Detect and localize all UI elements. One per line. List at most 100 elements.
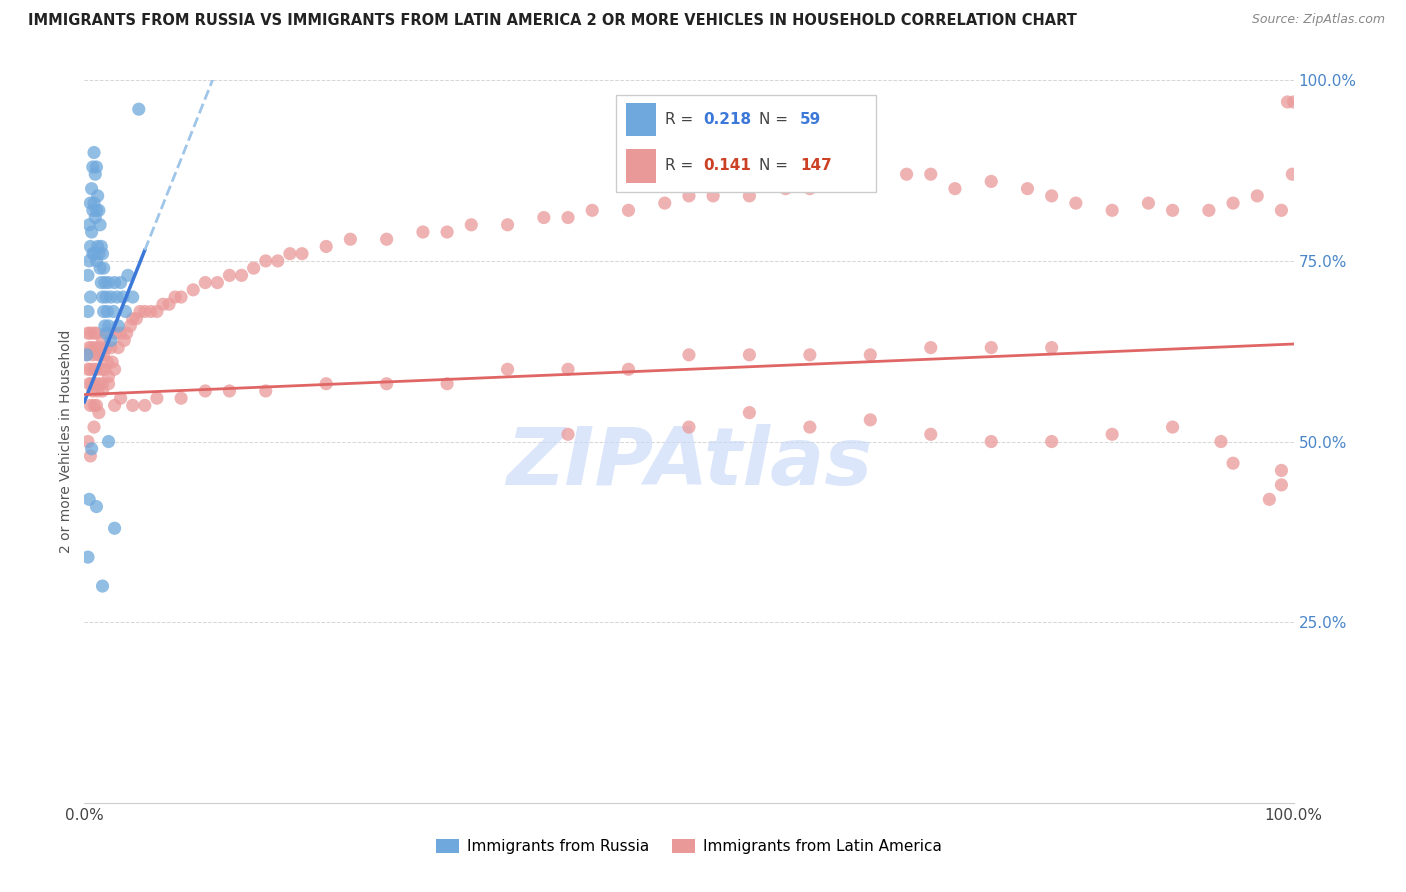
Point (91, 376, 114, 391)
Point (90, 362, 112, 376)
Point (152, 297, 174, 311)
Point (104, 398, 127, 412)
Point (1198, 203, 1220, 218)
Point (114, 304, 136, 318)
Point (83, 196, 105, 211)
Point (83, 145, 105, 160)
Point (110, 326, 132, 340)
Point (84, 211, 107, 225)
Point (412, 225, 434, 239)
Point (496, 362, 519, 376)
Point (859, 174, 882, 188)
Point (278, 246, 301, 260)
Point (82, 203, 104, 218)
Point (1258, 492, 1281, 507)
Point (139, 304, 162, 318)
Point (436, 376, 458, 391)
Point (738, 189, 761, 203)
Point (84, 376, 107, 391)
Point (460, 218, 482, 232)
Point (557, 427, 579, 442)
Point (218, 268, 240, 283)
Point (86, 348, 108, 362)
Point (104, 276, 127, 290)
Point (339, 232, 361, 246)
Point (96, 304, 118, 318)
Point (80, 442, 103, 456)
Point (86, 203, 108, 218)
Point (91, 579, 114, 593)
Point (1281, 167, 1303, 181)
Point (107, 341, 129, 355)
Point (980, 341, 1002, 355)
Text: 147: 147 (800, 159, 832, 173)
Point (96, 355, 118, 369)
Point (1137, 196, 1160, 211)
Point (254, 253, 277, 268)
Text: 59: 59 (800, 112, 821, 127)
Point (1270, 478, 1292, 492)
Point (1040, 341, 1063, 355)
Point (94, 290, 117, 304)
Point (218, 384, 240, 398)
Point (134, 304, 156, 318)
Point (775, 182, 797, 196)
Point (157, 297, 180, 311)
Point (1246, 189, 1268, 203)
FancyBboxPatch shape (616, 95, 876, 193)
Point (80, 182, 103, 196)
Point (80, 376, 103, 391)
Point (79, 362, 101, 376)
Point (207, 276, 229, 290)
Point (129, 304, 152, 318)
Point (738, 406, 761, 420)
Point (1222, 196, 1244, 211)
Point (86, 253, 108, 268)
Point (617, 362, 640, 376)
Point (79, 449, 101, 463)
Point (86, 398, 108, 412)
Point (79, 290, 101, 304)
Point (86, 384, 108, 398)
Point (77, 253, 100, 268)
Point (181, 283, 204, 297)
Point (496, 218, 519, 232)
FancyBboxPatch shape (626, 103, 657, 136)
FancyBboxPatch shape (626, 149, 657, 183)
Point (87, 341, 110, 355)
Point (103, 304, 125, 318)
Point (91, 290, 114, 304)
Point (89, 218, 111, 232)
Point (77, 362, 100, 376)
Point (315, 376, 337, 391)
Point (121, 311, 143, 326)
Text: 0.141: 0.141 (703, 159, 751, 173)
Point (799, 420, 821, 434)
Point (94, 362, 117, 376)
Point (375, 376, 398, 391)
Point (79, 326, 101, 340)
Point (79, 196, 101, 211)
Point (267, 253, 290, 268)
Point (90, 276, 112, 290)
Point (97, 318, 120, 333)
Point (100, 341, 122, 355)
Point (980, 434, 1002, 449)
Point (678, 420, 700, 434)
Text: R =: R = (665, 159, 697, 173)
Point (82, 160, 104, 174)
Point (77, 550, 100, 565)
Point (80, 225, 103, 239)
Point (581, 203, 603, 218)
Point (101, 355, 124, 369)
Point (117, 268, 139, 283)
Point (107, 318, 129, 333)
Point (97, 369, 120, 384)
Point (94, 341, 117, 355)
Point (1282, 95, 1305, 109)
Point (115, 326, 138, 340)
Point (112, 334, 135, 348)
Point (97, 376, 120, 391)
Point (93, 348, 115, 362)
Point (86, 500, 108, 514)
